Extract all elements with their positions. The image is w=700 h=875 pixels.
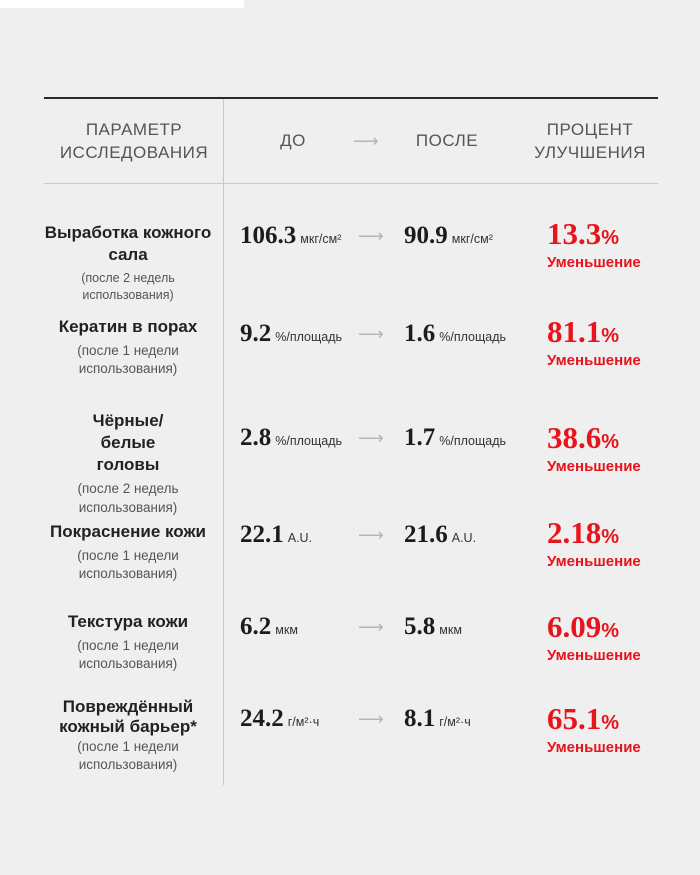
percent-value: 2.18 — [547, 515, 602, 550]
param-name: Повреждённый кожный барьер* — [59, 697, 197, 737]
param-note: (после 2 недель использования) — [81, 271, 175, 303]
percent-value: 13.3 — [547, 216, 602, 251]
after-value: 1.7 %/площадь — [404, 424, 506, 452]
percent-value: 81.1 — [547, 314, 602, 349]
percent-cell: 38.6% Уменьшение — [547, 422, 641, 475]
percent-cell: 2.18% Уменьшение — [547, 517, 641, 570]
before-value: 9.2 %/площадь — [240, 320, 342, 348]
before-unit: мкм — [275, 623, 298, 637]
percent-label: Уменьшение — [547, 647, 641, 664]
before-value: 24.2 г/м²·ч — [240, 705, 319, 733]
percent-sign: % — [601, 431, 620, 453]
top-white-strip — [0, 0, 244, 8]
after-unit: мкг/см² — [451, 232, 493, 246]
before-unit: мкг/см² — [300, 232, 342, 246]
after-unit: %/площадь — [439, 330, 507, 344]
param-note: (после 1 недели использования) — [77, 638, 179, 672]
after-number: 8.1 — [404, 705, 436, 732]
percent-value: 65.1 — [547, 701, 602, 736]
param-note: (после 1 недели использования) — [77, 343, 179, 377]
percent-label: Уменьшение — [547, 739, 641, 756]
before-number: 2.8 — [240, 424, 272, 451]
percent-sign: % — [601, 325, 620, 347]
arrow-icon: ⟶ — [358, 428, 384, 448]
after-value: 1.6 %/площадь — [404, 320, 506, 348]
after-unit: %/площадь — [439, 434, 507, 448]
before-number: 106.3 — [240, 222, 297, 249]
arrow-icon: ⟶ — [358, 324, 384, 344]
header-percent: ПРОЦЕНТ УЛУЧШЕНИЯ — [534, 119, 646, 162]
arrow-icon: ⟶ — [358, 709, 384, 729]
after-value: 90.9 мкг/см² — [404, 222, 493, 250]
percent-value: 6.09 — [547, 609, 602, 644]
before-value: 2.8 %/площадь — [240, 424, 342, 452]
percent-value: 38.6 — [547, 420, 602, 455]
after-number: 21.6 — [404, 521, 448, 548]
before-unit: A.U. — [287, 531, 313, 545]
percent-cell: 6.09% Уменьшение — [547, 611, 641, 664]
after-value: 8.1 г/м²·ч — [404, 705, 471, 733]
table-top-rule — [44, 97, 658, 99]
column-divider — [223, 99, 224, 785]
header-param: ПАРАМЕТР ИССЛЕДОВАНИЯ — [59, 119, 209, 162]
percent-sign: % — [601, 227, 620, 249]
param-name: Чёрные/белые головы — [92, 411, 164, 475]
arrow-icon: ⟶ — [358, 525, 384, 545]
percent-label: Уменьшение — [547, 553, 641, 570]
arrow-icon: ⟶ — [358, 617, 384, 637]
header-before: ДО — [280, 131, 306, 151]
before-number: 6.2 — [240, 613, 272, 640]
before-number: 22.1 — [240, 521, 284, 548]
param-cell: Текстура кожи (после 1 недели использова… — [36, 611, 220, 674]
param-name: Покраснение кожи — [50, 522, 206, 541]
after-number: 1.6 — [404, 320, 436, 347]
param-name: Выработка кожного сала — [44, 223, 212, 265]
after-unit: г/м²·ч — [439, 715, 471, 729]
percent-label: Уменьшение — [547, 254, 641, 271]
param-cell: Чёрные/белые головы (после 2 недель испо… — [36, 410, 220, 517]
param-note: (после 1 недели использования) — [77, 738, 179, 772]
header-divider — [44, 183, 658, 184]
percent-sign: % — [601, 526, 620, 548]
after-value: 21.6 A.U. — [404, 521, 476, 549]
param-name: Кератин в порах — [58, 317, 198, 336]
before-value: 106.3 мкг/см² — [240, 222, 341, 250]
after-unit: A.U. — [451, 531, 477, 545]
percent-sign: % — [601, 712, 620, 734]
before-unit: %/площадь — [275, 434, 343, 448]
after-number: 1.7 — [404, 424, 436, 451]
percent-cell: 81.1% Уменьшение — [547, 316, 641, 369]
param-name: Текстура кожи — [67, 612, 189, 631]
percent-cell: 13.3% Уменьшение — [547, 218, 641, 271]
header-after: ПОСЛЕ — [415, 131, 479, 151]
param-cell: Кератин в порах (после 1 недели использо… — [36, 316, 220, 379]
param-cell: Покраснение кожи (после 1 недели использ… — [36, 521, 220, 584]
param-note: (после 1 недели использования) — [77, 548, 179, 582]
after-value: 5.8 мкм — [404, 613, 462, 641]
before-value: 6.2 мкм — [240, 613, 298, 641]
percent-cell: 65.1% Уменьшение — [547, 703, 641, 756]
param-cell: Выработка кожного сала (после 2 недель и… — [36, 222, 220, 304]
percent-label: Уменьшение — [547, 352, 641, 369]
after-unit: мкм — [439, 623, 462, 637]
before-number: 24.2 — [240, 705, 284, 732]
before-unit: %/площадь — [275, 330, 343, 344]
percent-sign: % — [601, 620, 620, 642]
after-number: 5.8 — [404, 613, 436, 640]
header-arrow-icon: ⟶ — [352, 131, 380, 152]
percent-label: Уменьшение — [547, 458, 641, 475]
before-unit: г/м²·ч — [287, 715, 320, 729]
arrow-icon: ⟶ — [358, 226, 384, 246]
param-note: (после 2 недель использования) — [77, 481, 179, 515]
param-cell: Повреждённый кожный барьер* (после 1 нед… — [36, 697, 220, 774]
after-number: 90.9 — [404, 222, 448, 249]
before-number: 9.2 — [240, 320, 272, 347]
before-value: 22.1 A.U. — [240, 521, 312, 549]
